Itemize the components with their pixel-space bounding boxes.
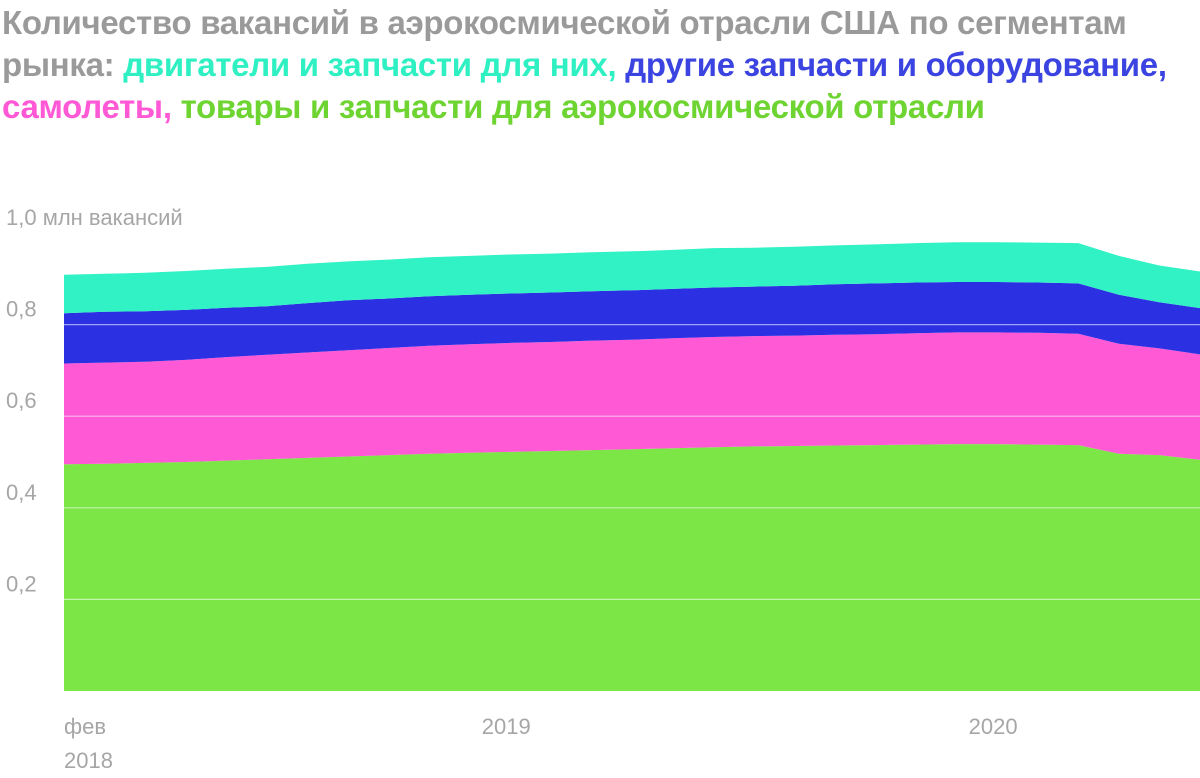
y-tick-label: 0,4: [6, 480, 37, 505]
y-tick-label: 1,0 млн вакансий: [6, 205, 183, 230]
y-tick-label: 0,2: [6, 571, 37, 596]
title-separator: ,: [607, 46, 626, 83]
title-segment-0: двигатели и запчасти для них: [123, 46, 608, 83]
x-tick-label: 2020: [969, 714, 1018, 739]
title-segment-1: другие запчасти и оборудование: [625, 46, 1158, 83]
area-series-2: [64, 282, 1200, 364]
area-series-3: [64, 242, 1200, 314]
y-axis-ticks: 0,2 0,4 0,6 0,8 1,0 млн вакансий: [6, 205, 183, 596]
area-series-0: [64, 444, 1200, 691]
x-axis-ticks: фев 2018 2019 2020: [64, 714, 1018, 773]
title-separator: ,: [1157, 46, 1167, 83]
y-tick-label: 0,6: [6, 388, 37, 413]
x-tick-label: 2019: [482, 714, 531, 739]
chart-gridlines: [0, 324, 1200, 601]
x-tick-label: фев: [64, 714, 106, 739]
chart-title: Количество вакансий в аэрокосмической от…: [2, 2, 1198, 128]
y-tick-label: 0,8: [6, 297, 37, 322]
x-tick-label-year: 2018: [64, 748, 113, 773]
title-segment-2: самолеты: [2, 88, 163, 125]
chart-title-prefix: Количество вакансий в аэрокосмической от…: [2, 4, 1127, 83]
area-series-1: [64, 332, 1200, 465]
title-separator: ,: [162, 88, 181, 125]
chart-areas: [64, 242, 1200, 691]
title-segment-3: товары и запчасти для аэрокосмической от…: [180, 88, 985, 125]
